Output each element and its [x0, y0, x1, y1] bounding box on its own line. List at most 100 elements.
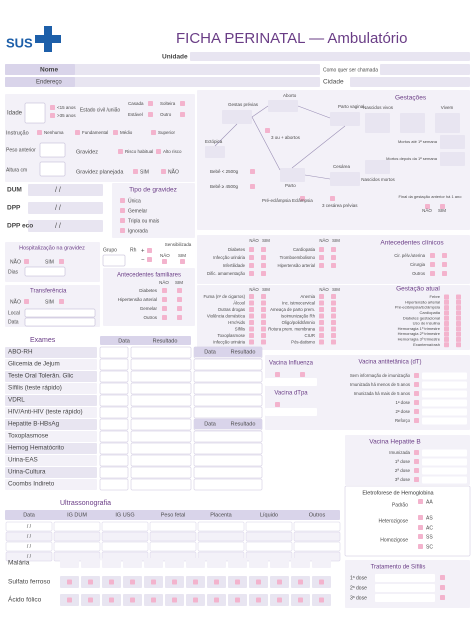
checkbox — [172, 579, 177, 585]
label: Hepatite B-HBsAg — [8, 421, 60, 428]
label: HIV/Aids — [228, 320, 245, 325]
label: AC — [426, 525, 433, 531]
field-box — [28, 220, 103, 232]
checkbox — [298, 579, 303, 585]
checkbox — [147, 257, 152, 262]
label: Padrão — [392, 502, 408, 508]
label: Gemelar — [140, 306, 158, 311]
checkbox — [300, 196, 305, 201]
field-box — [99, 418, 129, 431]
checkbox — [275, 372, 280, 377]
label: IG USG — [115, 512, 134, 518]
label: NÃO — [168, 168, 179, 175]
field-box — [5, 531, 53, 542]
label: Tromboembolismo — [280, 255, 316, 260]
field-box — [422, 458, 467, 466]
label: Ultrassonografia — [60, 500, 111, 507]
label: Teste Oral Tolerân. Glic — [8, 373, 73, 380]
label: Grupo — [103, 247, 117, 253]
field-box — [5, 347, 97, 358]
checkbox — [261, 294, 266, 299]
checkbox — [172, 597, 177, 603]
checkbox — [162, 306, 167, 311]
field-box — [99, 466, 129, 479]
label: Bebê ≥ 4500g — [210, 184, 238, 189]
checkbox — [235, 597, 240, 603]
checkbox — [109, 579, 114, 585]
checkbox — [161, 169, 166, 174]
label: Data — [118, 338, 131, 344]
label: NÃO — [249, 287, 259, 292]
checkbox — [319, 597, 324, 603]
field-box — [344, 485, 471, 557]
field-box — [207, 558, 226, 568]
field-box — [5, 510, 340, 520]
label: Oligo/polidrâmnio — [282, 320, 316, 325]
label: Nascidos vivos — [363, 105, 394, 110]
label: / / — [27, 554, 32, 560]
label: Tratamento de Sífilis — [371, 565, 426, 571]
label: Idade — [7, 111, 23, 117]
logo-text: SUS — [6, 35, 33, 50]
label: Toxoplasmose — [8, 433, 49, 440]
checkbox — [148, 112, 153, 117]
checkbox — [109, 597, 114, 603]
label: Diabetes — [139, 288, 158, 293]
field-box — [422, 449, 467, 457]
label: Final da gestação anterior há 1 ano — [399, 194, 463, 199]
label: Gestações — [395, 95, 427, 102]
field-box — [130, 454, 192, 467]
field-box — [101, 541, 149, 552]
label: Reforço — [395, 418, 411, 423]
label: Solteira — [160, 101, 176, 106]
checkbox — [414, 477, 419, 482]
field-box — [99, 370, 129, 383]
checkbox — [331, 333, 336, 338]
label: Malária — [8, 560, 30, 567]
field-box — [28, 202, 103, 214]
checkbox — [444, 326, 449, 332]
checkbox — [414, 418, 419, 423]
checkbox — [331, 307, 336, 312]
label: NÃO — [422, 207, 432, 213]
label: Estável — [128, 112, 143, 117]
checkbox — [319, 294, 324, 299]
label: Fundamental — [82, 130, 108, 135]
label: Eletroforese de Hemoglobina — [362, 490, 434, 496]
field-box — [435, 113, 460, 133]
label: Unidade — [162, 54, 188, 61]
checkbox — [261, 300, 266, 306]
label: Nenhuma — [44, 130, 64, 135]
label: AS — [426, 515, 433, 521]
checkbox — [151, 130, 156, 135]
label: SIM — [332, 287, 340, 292]
checkbox — [120, 228, 125, 233]
field-box — [197, 521, 245, 532]
label: / / — [55, 223, 61, 230]
label: Resultado — [153, 338, 178, 344]
field-box — [130, 370, 192, 383]
field-box — [81, 558, 100, 568]
checkbox — [261, 313, 266, 319]
field-box — [24, 266, 66, 277]
label: SIM — [178, 253, 186, 258]
label: 3 cesárea prévias — [322, 203, 358, 208]
field-box — [102, 254, 126, 267]
field-box — [193, 430, 263, 443]
logo-cross — [35, 35, 61, 43]
field-box — [130, 430, 192, 443]
checkbox — [331, 300, 336, 306]
field-box — [245, 541, 293, 552]
field-box — [5, 541, 53, 552]
label: SIM — [332, 238, 340, 243]
label: Toxoplasmose — [218, 333, 246, 338]
field-box — [28, 184, 103, 196]
label: Ignorada — [128, 228, 148, 234]
field-box — [249, 558, 268, 568]
label: DPP eco — [7, 223, 33, 230]
checkbox — [444, 336, 449, 342]
checkbox — [418, 525, 423, 530]
label: Endereço — [36, 80, 62, 86]
label: Homozigose — [380, 537, 408, 543]
